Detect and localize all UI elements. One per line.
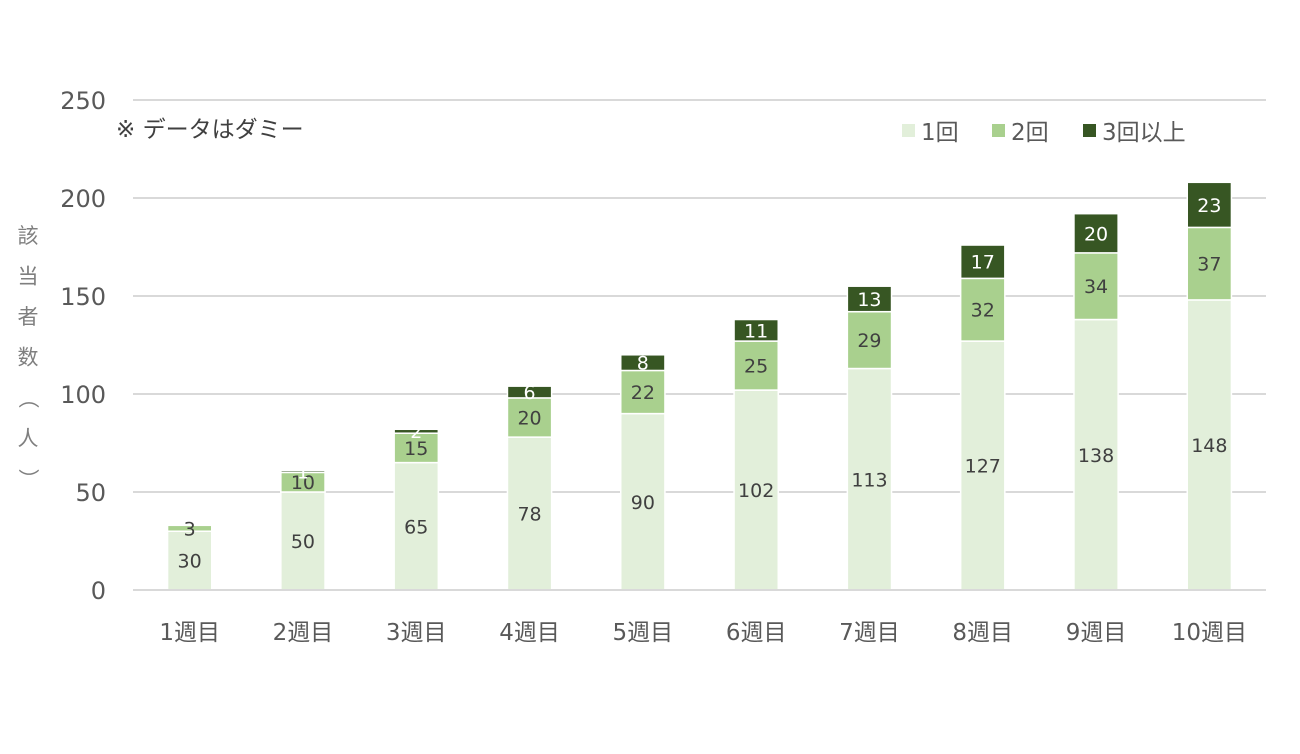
data-label: 11 <box>744 320 768 342</box>
data-label: 20 <box>1084 223 1108 245</box>
y-axis-label-char: ） <box>16 469 40 490</box>
bar-segment <box>620 354 666 372</box>
bar-segment <box>1073 318 1119 591</box>
data-label: 15 <box>404 438 428 460</box>
legend-label: 2回 <box>1011 120 1049 146</box>
bar-segment <box>959 340 1006 591</box>
data-label: 78 <box>517 504 541 526</box>
data-label: 138 <box>1078 445 1114 467</box>
x-tick-label: 7週目 <box>839 620 900 646</box>
y-axis-label-char: （ <box>16 388 40 409</box>
data-label: 22 <box>631 382 655 404</box>
data-label: 23 <box>1197 195 1221 217</box>
y-tick-label: 250 <box>60 87 106 115</box>
data-label: 65 <box>404 516 428 538</box>
bar-segment <box>280 491 326 591</box>
bars <box>166 181 1233 591</box>
data-labels: 30 3 50 101 65 152 78 20 6 90 22 8 102 25 11 113 29 13 127… <box>178 195 1228 573</box>
bar-segment <box>393 428 440 434</box>
y-axis-label-char: 人 <box>18 427 39 451</box>
x-tick-label: 8週目 <box>952 620 1013 646</box>
y-tick-label: 200 <box>60 185 106 213</box>
bar-segment <box>1186 226 1233 301</box>
x-tick-label: 1週目 <box>159 620 220 646</box>
bar-segment <box>280 469 326 474</box>
legend: 1回 2回 3回以上 <box>902 120 1186 146</box>
bar-segment <box>506 436 553 591</box>
bar-segment <box>393 461 440 591</box>
x-tick-label: 4週目 <box>499 620 560 646</box>
data-label: 34 <box>1084 276 1108 298</box>
legend-swatch <box>902 124 915 137</box>
data-label: 2 <box>410 421 422 443</box>
data-label: 13 <box>857 289 881 311</box>
legend-swatch <box>1083 124 1096 137</box>
y-tick-label: 100 <box>60 381 106 409</box>
data-label: 10 <box>291 472 315 494</box>
x-tick-label: 5週目 <box>613 620 674 646</box>
data-label: 102 <box>738 480 774 502</box>
y-axis-label-char: 該 <box>18 224 39 248</box>
y-tick-label: 150 <box>60 283 106 311</box>
data-label: 1 <box>297 461 309 483</box>
bar-segment <box>846 310 893 370</box>
x-tick-label: 2週目 <box>273 620 334 646</box>
x-tick-label: 6週目 <box>726 620 787 646</box>
bar-segment <box>959 277 1006 342</box>
legend-swatch <box>992 124 1005 137</box>
y-axis-label-char: 数 <box>18 346 39 370</box>
data-label: 148 <box>1191 435 1227 457</box>
bar-segment <box>620 369 666 415</box>
bar-segment <box>506 397 553 438</box>
y-tick-label: 0 <box>91 577 106 605</box>
bar-segment <box>959 244 1006 280</box>
dummy-data-note: ※ データはダミー <box>116 117 304 143</box>
bar-segment <box>166 530 213 591</box>
y-axis-label-char: 当 <box>18 265 39 289</box>
data-label: 20 <box>517 408 541 430</box>
bar-segment <box>166 524 213 532</box>
data-label: 17 <box>971 252 995 274</box>
legend-label: 1回 <box>921 120 959 146</box>
x-tick-label: 10週目 <box>1172 620 1247 646</box>
y-axis-label-char: 者 <box>18 305 39 329</box>
x-tick-label: 9週目 <box>1066 620 1127 646</box>
data-label: 29 <box>857 330 881 352</box>
data-label: 8 <box>637 353 649 375</box>
bar-segment <box>1186 299 1233 591</box>
data-label: 6 <box>524 382 536 404</box>
bar-segment <box>846 285 893 313</box>
data-label: 37 <box>1197 254 1221 276</box>
data-label: 90 <box>631 492 655 514</box>
bar-segment <box>733 318 779 342</box>
bar-segment <box>393 432 440 464</box>
y-tick-label: 50 <box>75 479 106 507</box>
data-label: 30 <box>178 551 202 573</box>
legend-label: 3回以上 <box>1102 120 1186 146</box>
data-label: 113 <box>851 469 887 491</box>
x-tick-label: 3週目 <box>386 620 447 646</box>
data-label: 50 <box>291 531 315 553</box>
bar-segment <box>1186 181 1233 229</box>
bar-segment <box>506 385 553 399</box>
bar-segment <box>733 340 779 391</box>
bar-segment <box>1073 212 1119 254</box>
data-label: 127 <box>965 456 1001 478</box>
data-label: 25 <box>744 356 768 378</box>
data-label: 3 <box>184 518 196 540</box>
data-label: 32 <box>971 300 995 322</box>
